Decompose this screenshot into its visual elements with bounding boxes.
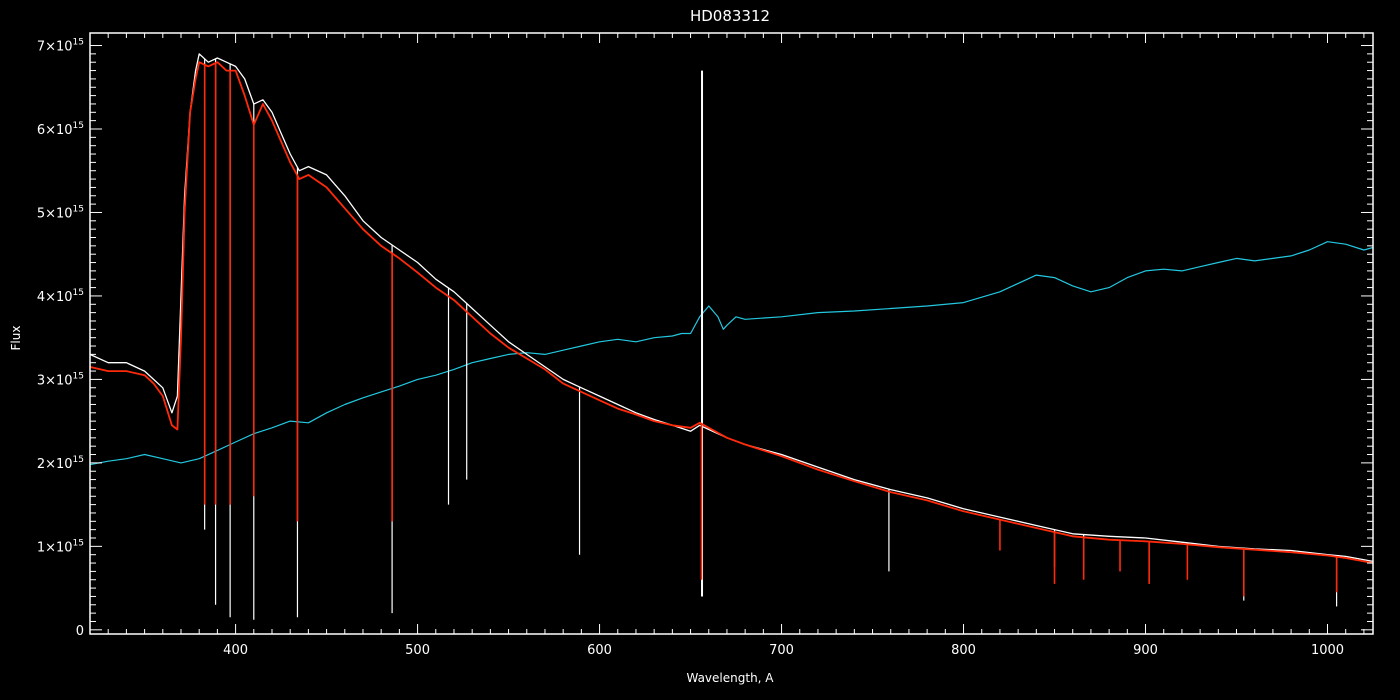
y-axis: 0 1×1015 2×1015 3×1015 4×1015 5×1015 6×1015 7×1… [37,38,1373,639]
x-tick-label: 900 [1133,643,1158,658]
y-tick-label: 7×1015 [37,38,84,55]
y-tick-label: 5×1015 [37,204,84,221]
x-tick-label: 700 [769,643,794,658]
x-axis-label: Wavelength, A [686,671,774,685]
x-tick-label: 500 [405,643,430,658]
y-tick-label: 6×1015 [37,121,84,138]
y-tick-label: 2×1015 [37,455,84,472]
series-layer [90,53,1373,620]
series-observed-line [90,53,1373,563]
series-model-line [90,61,1373,564]
x-tick-label: 1000 [1311,643,1344,658]
x-axis: 400 500 600 700 800 900 1000 [89,33,1365,658]
y-tick-label: 0 [76,624,84,639]
plot-area [90,53,1373,620]
x-tick-label: 800 [951,643,976,658]
y-tick-label: 4×1015 [37,288,84,305]
x-tick-label: 600 [587,643,612,658]
x-tick-label: 400 [223,643,248,658]
y-tick-label: 3×1015 [37,371,84,388]
series-comparison-line [90,241,1373,466]
y-tick-label: 1×1015 [37,538,84,555]
plot-frame [89,32,1374,635]
chart-title: HD083312 [690,7,770,25]
y-axis-label: Flux [9,326,23,351]
